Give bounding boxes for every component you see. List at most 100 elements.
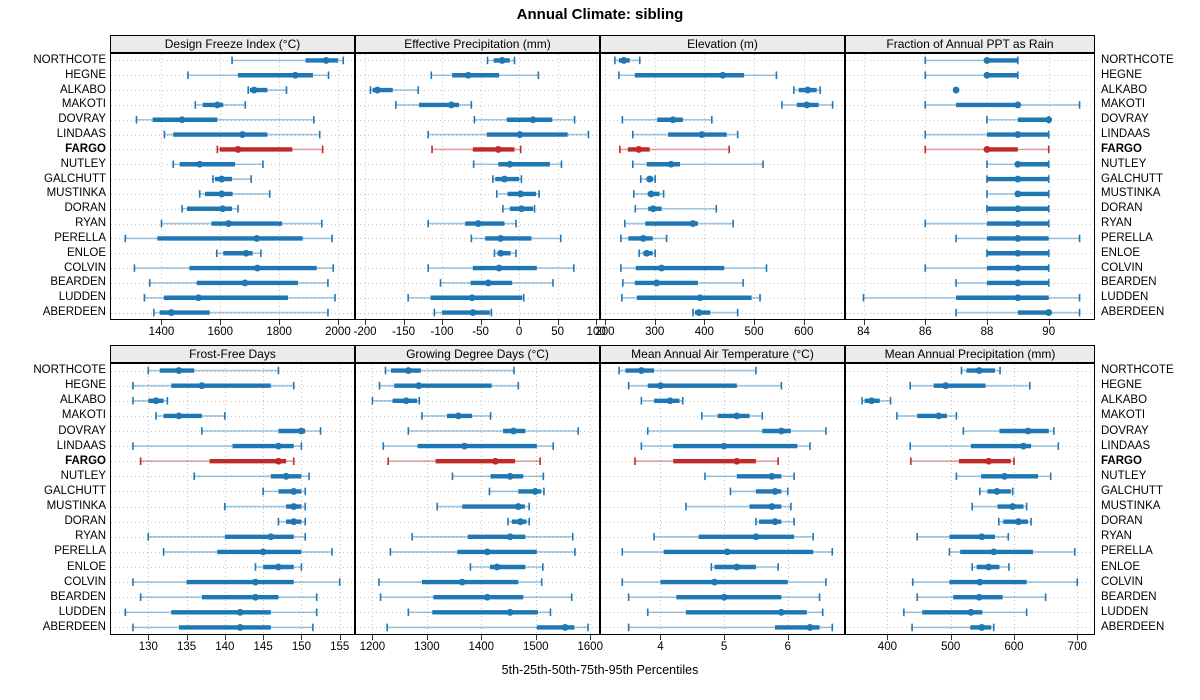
station-label-right-mustinka: MUSTINKA [1101,187,1161,200]
percentile-row-fargo [924,145,1050,154]
station-label-right-alkabo: ALKABO [1101,394,1148,407]
percentile-row-ryan [916,532,1010,541]
station-label-left-perella: PERELLA [54,545,106,558]
percentile-row-northcote [924,56,1019,65]
percentile-row-fargo [431,145,522,154]
percentile-row-alkabo [861,396,892,405]
x-tick-label: 700 [1067,641,1087,653]
x-tick-label: 100 [586,326,606,338]
x-tick-label: 1200 [359,641,386,653]
station-label-right-hegne: HEGNE [1101,379,1142,392]
percentile-caption: 5th-25th-50th-75th-95th Percentiles [501,663,699,677]
panel-plot-mean-annual-precipitation-mm [845,363,1095,635]
x-axis-elevation-m [605,320,805,325]
station-label-right-ludden: LUDDEN [1101,291,1149,304]
percentile-row-galchutt [488,487,545,496]
percentile-row-galchutt [492,175,523,183]
percentile-row-lindaas [924,130,1050,139]
percentile-row-perella [162,548,333,556]
x-tick-label: 5 [720,641,728,653]
station-label-right-galchutt: GALCHUTT [1101,484,1163,497]
percentile-row-makoti [421,412,492,420]
percentile-row-nutley [472,160,563,169]
percentile-row-mustinka [198,190,271,198]
station-label-left-ryan: RYAN [75,530,106,543]
percentile-row-colvin [621,578,827,586]
station-label-right-nutley: NUTLEY [1101,469,1147,482]
x-tick-label: 50 [551,326,565,338]
percentile-row-fargo [910,457,1015,466]
percentile-row-colvin [427,264,575,272]
percentile-row-colvin [924,264,1050,272]
percentile-row-aberdeen [386,623,589,632]
percentile-row-dovray [646,427,827,435]
percentile-row-mustinka [971,502,1028,511]
station-label-left-enloe: ENLOE [67,246,106,259]
station-label-right-galchutt: GALCHUTT [1101,172,1163,185]
percentile-row-aberdeen [692,308,739,317]
station-label-left-ludden: LUDDEN [58,291,106,304]
percentile-row-ludden [621,293,761,302]
percentile-row-enloe [254,563,303,571]
percentile-row-nutley [986,160,1050,169]
percentile-row-galchutt [986,175,1050,183]
panel-plot-growing-degree-days-c [355,363,600,635]
panel-plot-effective-precipitation-mm [355,53,600,320]
x-tick-label: 1600 [207,326,234,338]
percentile-row-northcote [960,366,1001,375]
station-label-right-northcote: NORTHCOTE [1101,53,1174,66]
percentile-row-hegne [378,381,520,390]
x-tick-label: 500 [744,326,764,338]
station-label-right-perella: PERELLA [1101,545,1153,558]
percentile-row-makoti [155,412,226,420]
station-label-right-lindaas: LINDAAS [1101,439,1151,452]
percentile-row-enloe [710,563,779,571]
station-label-right-mustinka: MUSTINKA [1101,500,1161,513]
x-tick-label: 140 [215,641,235,653]
percentile-row-perella [621,548,834,556]
station-label-right-makoti: MAKOTI [1101,98,1146,111]
percentile-row-makoti [896,412,958,420]
x-tick-label: 600 [794,326,814,338]
percentile-row-enloe [638,249,656,258]
percentile-row-perella [124,234,333,243]
percentile-row-hegne [430,71,540,80]
station-label-left-ludden: LUDDEN [58,605,106,618]
percentile-row-doran [181,204,239,213]
x-tick-label: 500 [941,641,961,653]
percentile-row-ryan [411,532,574,541]
station-label-left-galchutt: GALCHUTT [44,484,106,497]
percentile-row-ryan [924,219,1050,228]
station-label-left-bearden: BEARDEN [50,590,106,603]
percentile-row-northcote [231,56,345,65]
x-tick-label: 1400 [468,641,495,653]
percentile-row-lindaas [631,130,739,139]
percentile-row-mustinka [986,190,1050,198]
percentile-row-ludden [143,293,336,302]
percentile-row-makoti [924,101,1081,109]
percentile-row-nutley [955,472,1052,481]
station-label-right-colvin: COLVIN [1101,261,1143,274]
station-label-right-bearden: BEARDEN [1101,590,1157,603]
percentile-row-northcote [614,56,641,65]
percentile-row-perella [470,234,562,243]
x-tick-label: 130 [138,641,158,653]
station-label-left-aberdeen: ABERDEEN [42,306,106,319]
percentile-row-mustinka [436,502,531,511]
station-label-right-makoti: MAKOTI [1101,409,1146,422]
percentile-row-lindaas [427,130,590,139]
percentile-row-enloe [971,563,1010,571]
panel-strip-elevation-m: Elevation (m) [600,35,845,53]
station-label-left-makoti: MAKOTI [61,98,106,111]
percentile-row-fargo [634,457,779,466]
x-tick-label: 150 [291,641,311,653]
percentile-row-colvin [133,264,335,272]
percentile-row-colvin [378,578,543,586]
x-tick-label: 84 [857,326,870,338]
x-tick-label: -200 [353,326,377,338]
percentile-row-galchutt [212,175,252,183]
percentile-row-northcote [147,366,280,375]
x-axis-design-freeze-index-c [161,320,339,325]
station-label-right-ludden: LUDDEN [1101,605,1149,618]
percentile-row-mustinka [632,190,665,198]
